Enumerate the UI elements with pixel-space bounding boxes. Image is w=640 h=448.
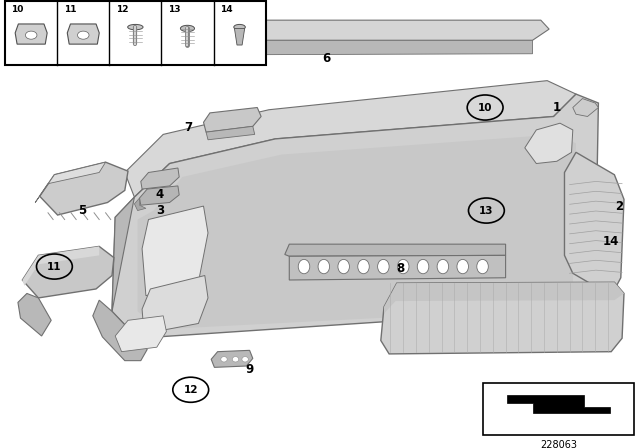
Ellipse shape xyxy=(437,259,449,274)
Polygon shape xyxy=(134,198,146,211)
Polygon shape xyxy=(261,40,532,55)
Polygon shape xyxy=(141,168,179,189)
Text: 12: 12 xyxy=(116,5,128,14)
Text: 11: 11 xyxy=(63,5,76,14)
Ellipse shape xyxy=(318,259,330,274)
Polygon shape xyxy=(142,206,208,296)
Ellipse shape xyxy=(128,24,143,30)
Polygon shape xyxy=(138,134,576,329)
Text: 11: 11 xyxy=(47,262,61,271)
Polygon shape xyxy=(115,316,166,352)
Polygon shape xyxy=(142,276,208,334)
Text: 13: 13 xyxy=(479,206,493,215)
Polygon shape xyxy=(67,24,99,44)
Text: 9: 9 xyxy=(246,363,253,376)
Polygon shape xyxy=(204,108,261,132)
Polygon shape xyxy=(206,126,255,140)
Polygon shape xyxy=(525,123,573,164)
Ellipse shape xyxy=(417,259,429,274)
Text: 4: 4 xyxy=(156,188,164,202)
Ellipse shape xyxy=(221,357,227,362)
Polygon shape xyxy=(112,197,134,311)
Polygon shape xyxy=(384,282,624,314)
Polygon shape xyxy=(22,246,114,298)
Polygon shape xyxy=(125,81,576,197)
Ellipse shape xyxy=(26,31,37,39)
Ellipse shape xyxy=(298,259,310,274)
Polygon shape xyxy=(211,350,253,367)
Polygon shape xyxy=(564,152,624,296)
Polygon shape xyxy=(234,28,244,45)
Ellipse shape xyxy=(397,259,409,274)
Polygon shape xyxy=(40,162,128,215)
Polygon shape xyxy=(508,396,610,413)
Ellipse shape xyxy=(77,31,89,39)
Polygon shape xyxy=(93,300,147,361)
Ellipse shape xyxy=(338,259,349,274)
Polygon shape xyxy=(15,24,47,44)
Text: 5: 5 xyxy=(78,204,86,217)
Text: 3: 3 xyxy=(156,204,164,217)
Ellipse shape xyxy=(180,25,195,31)
Polygon shape xyxy=(35,162,106,202)
Ellipse shape xyxy=(378,259,389,274)
Text: 7: 7 xyxy=(185,121,193,134)
Polygon shape xyxy=(112,94,598,338)
Polygon shape xyxy=(285,244,506,256)
Text: 14: 14 xyxy=(603,235,620,249)
Text: 10: 10 xyxy=(12,5,24,14)
Text: 1: 1 xyxy=(553,101,561,114)
Text: 10: 10 xyxy=(478,103,492,112)
Ellipse shape xyxy=(457,259,468,274)
Ellipse shape xyxy=(242,357,248,362)
Polygon shape xyxy=(289,255,506,280)
Polygon shape xyxy=(573,99,598,116)
Ellipse shape xyxy=(477,259,488,274)
Text: 8: 8 xyxy=(396,262,404,276)
Text: 2: 2 xyxy=(616,199,623,213)
Text: 14: 14 xyxy=(220,5,232,14)
Ellipse shape xyxy=(358,259,369,274)
Polygon shape xyxy=(253,20,549,40)
Polygon shape xyxy=(381,282,624,354)
Text: 6: 6 xyxy=(323,52,330,65)
FancyBboxPatch shape xyxy=(483,383,634,435)
FancyBboxPatch shape xyxy=(5,1,266,65)
Text: 228063: 228063 xyxy=(540,440,577,448)
Polygon shape xyxy=(18,293,51,336)
Polygon shape xyxy=(22,246,99,286)
Text: 12: 12 xyxy=(184,385,198,395)
Ellipse shape xyxy=(232,357,239,362)
Ellipse shape xyxy=(234,24,245,30)
Polygon shape xyxy=(140,186,179,205)
Polygon shape xyxy=(252,31,261,55)
Text: 13: 13 xyxy=(168,5,180,14)
